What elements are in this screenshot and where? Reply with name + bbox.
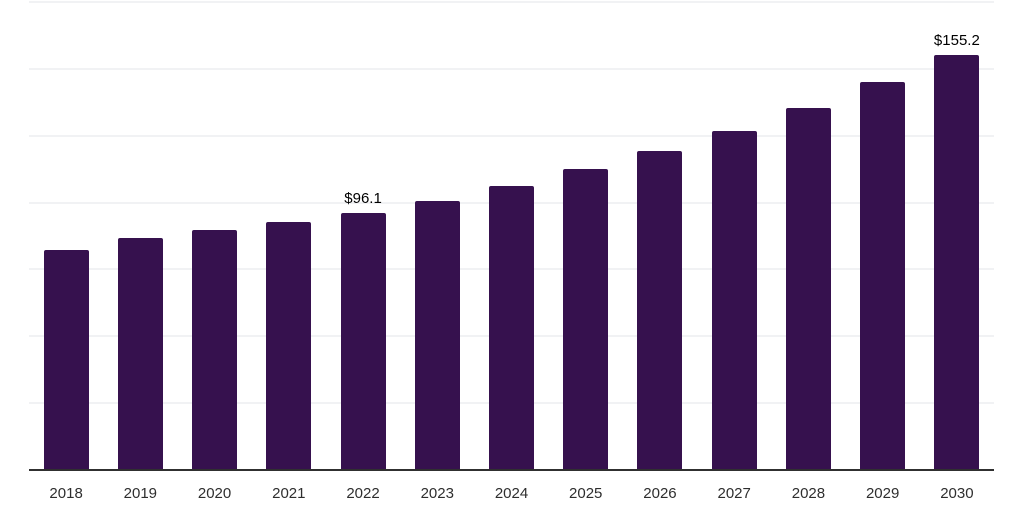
bar-2030 xyxy=(934,54,980,470)
bar-2020 xyxy=(192,230,238,470)
x-axis-line xyxy=(29,469,994,471)
gridline-150 xyxy=(29,67,994,70)
bar-2025 xyxy=(563,169,609,470)
x-tick-label-2024: 2024 xyxy=(494,485,529,502)
bar-2029 xyxy=(860,82,906,470)
gridline-175 xyxy=(29,1,994,3)
gridline-125 xyxy=(29,134,994,137)
x-tick-label-2020: 2020 xyxy=(197,485,232,502)
x-tick-label-2027: 2027 xyxy=(717,485,751,502)
x-tick-label-2019: 2019 xyxy=(123,485,158,502)
bar-2021 xyxy=(266,222,312,470)
x-tick-label-2022: 2022 xyxy=(346,485,380,502)
value-label-2022: $96.1 xyxy=(344,190,382,207)
bar-2019 xyxy=(117,237,163,470)
bar-2028 xyxy=(785,108,831,470)
bar-2024 xyxy=(489,185,534,470)
x-tick-label-2025: 2025 xyxy=(569,485,603,502)
bar-2018 xyxy=(43,249,89,470)
x-tick-label-2030: 2030 xyxy=(940,485,974,502)
bar-2027 xyxy=(711,130,757,470)
x-tick-label-2018: 2018 xyxy=(49,485,83,502)
x-tick-label-2026: 2026 xyxy=(643,485,677,502)
x-tick-label-2023: 2023 xyxy=(420,485,454,502)
x-tick-label-2029: 2029 xyxy=(865,485,900,502)
value-label-2030: $155.2 xyxy=(933,31,980,49)
x-tick-label-2021: 2021 xyxy=(272,485,306,502)
bar-2026 xyxy=(637,150,683,470)
bar-2022 xyxy=(340,213,386,470)
x-tick-label-2028: 2028 xyxy=(791,485,826,502)
bar-2023 xyxy=(414,200,460,470)
